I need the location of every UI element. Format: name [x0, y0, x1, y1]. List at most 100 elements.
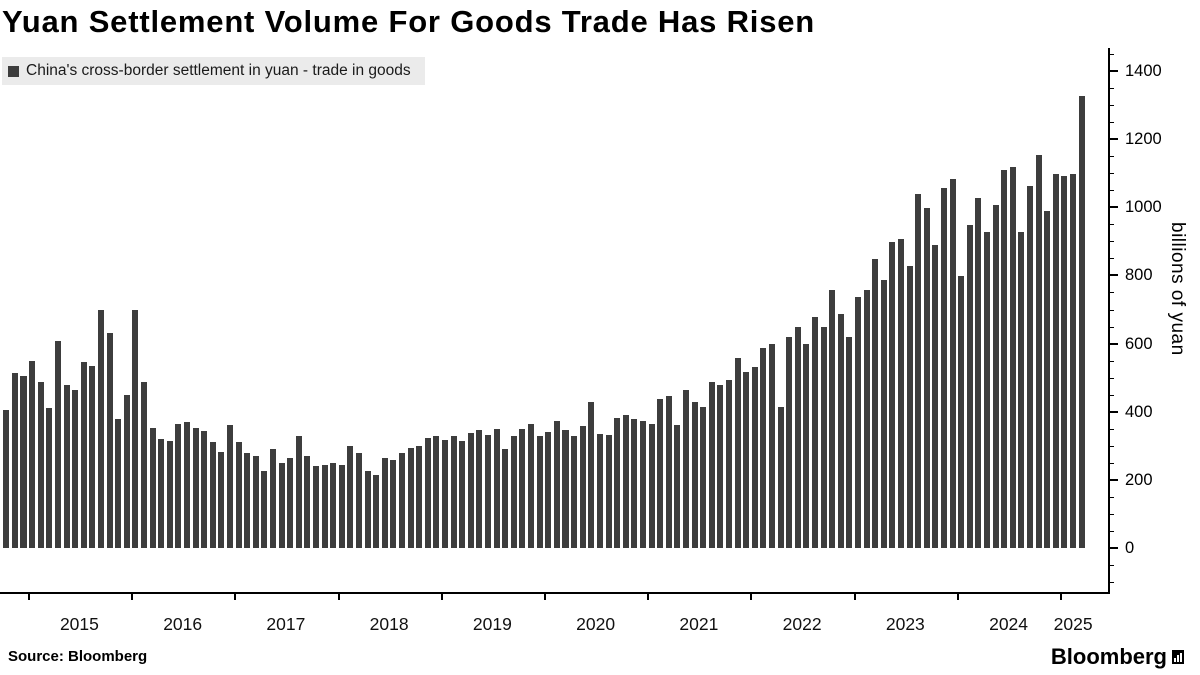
bar	[700, 406, 707, 548]
bar	[132, 309, 139, 548]
bar	[639, 420, 646, 548]
y-tick-minor	[1108, 241, 1114, 243]
bloomberg-logo: Bloomberg	[1051, 644, 1184, 670]
bar	[898, 238, 905, 548]
bar	[855, 296, 862, 548]
bar	[622, 415, 629, 548]
bar	[1018, 231, 1025, 548]
bar	[657, 398, 664, 548]
y-tick-minor	[1108, 513, 1114, 515]
bar	[725, 380, 732, 548]
bar	[949, 179, 956, 548]
bar	[863, 289, 870, 548]
x-tick-label: 2019	[472, 614, 512, 634]
y-tick-label: 1400	[1125, 62, 1162, 80]
bar	[803, 344, 810, 548]
bar	[304, 456, 311, 548]
bar	[493, 428, 500, 548]
bar	[794, 327, 801, 548]
y-tick-major	[1108, 70, 1118, 72]
chart-title: Yuan Settlement Volume For Goods Trade H…	[2, 4, 816, 39]
bar	[932, 245, 939, 548]
bar	[975, 197, 982, 548]
y-tick-minor	[1108, 394, 1114, 396]
bar	[338, 464, 345, 548]
legend-label: China's cross-border settlement in yuan …	[26, 62, 411, 79]
bar	[407, 448, 414, 548]
bar	[510, 435, 517, 548]
bar	[648, 423, 655, 548]
bar	[553, 420, 560, 548]
x-tick	[337, 592, 340, 600]
bar	[261, 471, 268, 548]
source-note: Source: Bloomberg	[8, 648, 148, 665]
bar	[880, 279, 887, 548]
bar	[269, 449, 276, 548]
bar	[3, 410, 10, 548]
bar	[1035, 155, 1042, 548]
bar	[244, 452, 251, 548]
bar	[786, 337, 793, 548]
bar	[106, 333, 113, 548]
x-tick-label: 2015	[59, 614, 99, 634]
bar	[958, 276, 965, 548]
bar	[631, 419, 638, 548]
bar	[614, 417, 621, 548]
y-tick-minor	[1108, 53, 1114, 55]
bar	[201, 431, 208, 548]
bar	[768, 344, 775, 548]
bar	[1044, 211, 1051, 548]
y-tick-minor	[1108, 462, 1114, 464]
y-tick-major	[1108, 342, 1118, 345]
y-axis-title: billions of yuan	[1167, 222, 1188, 356]
bar	[605, 434, 612, 548]
bar	[588, 402, 595, 548]
bar	[399, 452, 406, 548]
x-tick-label: 2020	[576, 614, 616, 634]
bar	[373, 474, 380, 548]
bar	[175, 423, 182, 548]
bar	[984, 231, 991, 548]
bar	[166, 440, 173, 548]
x-tick	[131, 592, 134, 600]
y-tick-minor	[1108, 445, 1114, 447]
y-tick-minor	[1108, 173, 1114, 175]
bar	[416, 445, 423, 548]
bar	[192, 427, 199, 548]
bar	[321, 464, 328, 548]
bar	[295, 435, 302, 548]
y-tick-minor	[1108, 122, 1114, 124]
bar	[536, 435, 543, 548]
x-tick	[27, 592, 30, 600]
bar	[364, 471, 371, 548]
bar	[777, 406, 784, 548]
bar	[1001, 170, 1008, 548]
bar	[381, 458, 388, 548]
x-tick	[1060, 592, 1063, 600]
y-axis-line	[1108, 48, 1110, 594]
x-tick	[956, 592, 959, 600]
y-tick-minor	[1108, 258, 1114, 260]
y-tick-label: 400	[1125, 402, 1153, 421]
bar	[226, 425, 233, 548]
y-tick-label: 1000	[1125, 198, 1162, 217]
y-tick-minor	[1108, 190, 1114, 192]
bar	[72, 389, 79, 548]
y-tick-minor	[1108, 360, 1114, 362]
bar	[545, 432, 552, 548]
bar	[751, 367, 758, 548]
bar	[596, 433, 603, 548]
bar	[682, 390, 689, 548]
bar	[915, 194, 922, 548]
x-tick-label: 2024	[989, 614, 1029, 634]
y-tick-major	[1108, 547, 1118, 549]
bar	[235, 442, 242, 548]
bar	[63, 385, 70, 548]
bar	[811, 316, 818, 548]
bar	[1070, 173, 1077, 548]
x-tick	[234, 592, 237, 600]
y-tick-label: 800	[1125, 266, 1153, 285]
bar	[1078, 95, 1085, 548]
bar	[837, 313, 844, 548]
y-tick-label: 600	[1125, 334, 1153, 353]
